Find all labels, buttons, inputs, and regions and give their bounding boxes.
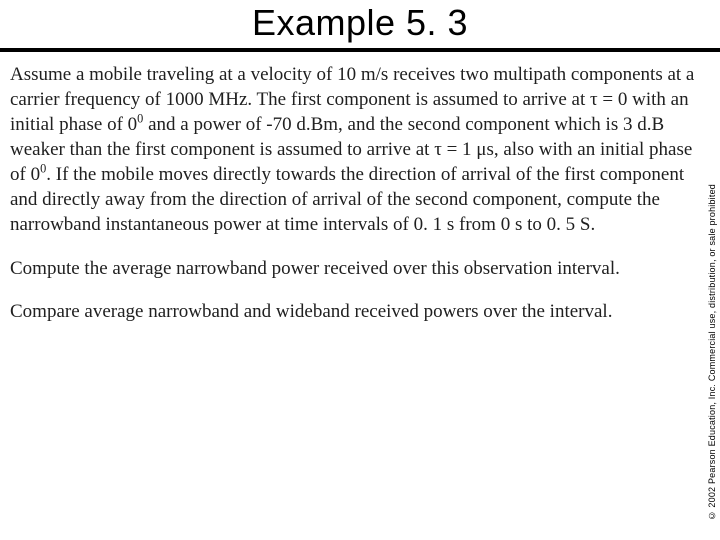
- paragraph-1: Assume a mobile traveling at a velocity …: [10, 62, 712, 238]
- title-bar: Example 5. 3: [0, 0, 720, 44]
- paragraph-2: Compute the average narrowband power rec…: [10, 256, 712, 281]
- body-text: Assume a mobile traveling at a velocity …: [0, 52, 720, 324]
- p1-segment-c: . If the mobile moves directly towards t…: [10, 164, 684, 235]
- copyright-text: © 2002 Pearson Education, Inc. Commercia…: [707, 184, 717, 520]
- paragraph-3: Compare average narrowband and wideband …: [10, 299, 712, 324]
- slide-title: Example 5. 3: [0, 2, 720, 44]
